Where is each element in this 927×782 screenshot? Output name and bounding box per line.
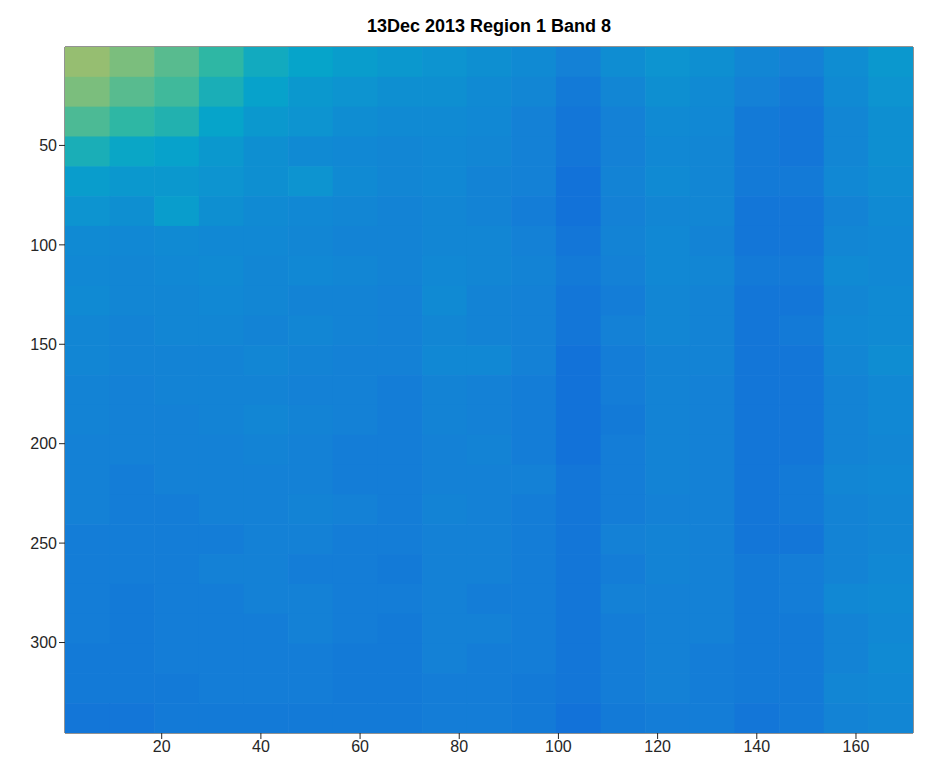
- svg-text:50: 50: [39, 137, 57, 154]
- svg-text:100: 100: [30, 237, 57, 254]
- html-text:13Dec 2013 Region 1 Band 8: 13Dec 2013 Region 1 Band 8: [366, 16, 611, 36]
- svg-text:100: 100: [545, 738, 572, 755]
- svg-text:250: 250: [30, 535, 57, 552]
- svg-text:150: 150: [30, 336, 57, 353]
- svg-text:40: 40: [252, 738, 270, 755]
- svg-text:120: 120: [644, 738, 671, 755]
- svg-text:80: 80: [450, 738, 468, 755]
- svg-text:200: 200: [30, 435, 57, 452]
- svg-text:60: 60: [351, 738, 369, 755]
- svg-text:140: 140: [743, 738, 770, 755]
- svg-text:160: 160: [843, 738, 870, 755]
- svg-text:300: 300: [30, 634, 57, 651]
- svg-text:20: 20: [153, 738, 171, 755]
